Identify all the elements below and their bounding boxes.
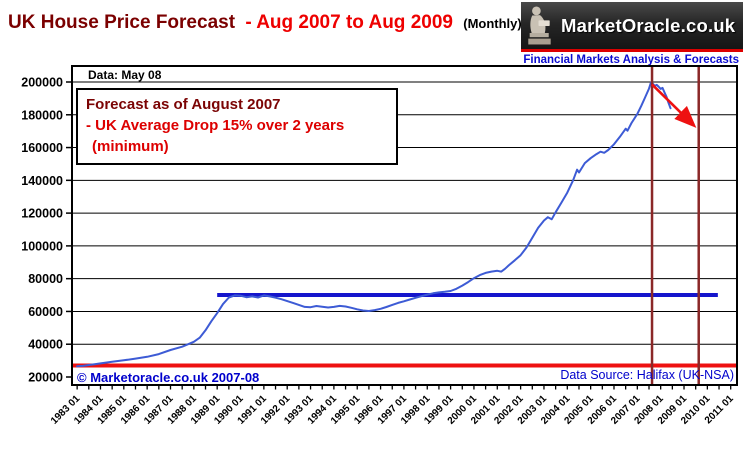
house-price-series-line [76,81,672,368]
y-tick-label: 60000 [28,305,63,319]
y-tick-label: 80000 [28,272,63,286]
page-title: UK House Price Forecast - Aug 2007 to Au… [8,12,522,34]
data-asof-label: Data: May 08 [88,68,162,82]
page-title-main: UK House Price Forecast [8,12,236,33]
y-tick-label: 40000 [28,338,63,352]
forecast-arrow [651,83,697,128]
page-title-suffix: (Monthly) [463,16,522,31]
page-title-range: - Aug 2007 to Aug 2009 [245,12,453,33]
y-tick-label: 200000 [21,76,63,90]
y-tick-label: 140000 [21,174,63,188]
forecast-annotation-box: Forecast as of August 2007 - UK Average … [76,88,398,165]
marketoracle-logo[interactable]: MarketOracle.co.uk [521,2,743,52]
y-tick-label: 20000 [28,371,63,385]
forecast-annotation-line2: - UK Average Drop 15% over 2 years [86,117,345,134]
oracle-statue-icon [528,6,551,44]
data-source-label: Data Source: Halifax (UK-NSA) [560,368,734,382]
logo-brand-text: MarketOracle.co.uk [561,14,736,36]
y-tick-label: 120000 [21,207,63,221]
copyright-label: © Marketoracle.co.uk 2007-08 [77,370,260,385]
forecast-annotation-line1: Forecast as of August 2007 [86,96,281,113]
y-tick-label: 100000 [21,239,63,253]
y-tick-label: 180000 [21,108,63,122]
forecast-annotation-line3: (minimum) [92,138,169,155]
y-tick-label: 160000 [21,141,63,155]
plot-border [71,65,738,386]
logo-tagline: Financial Markets Analysis & Forecasts [523,54,739,66]
